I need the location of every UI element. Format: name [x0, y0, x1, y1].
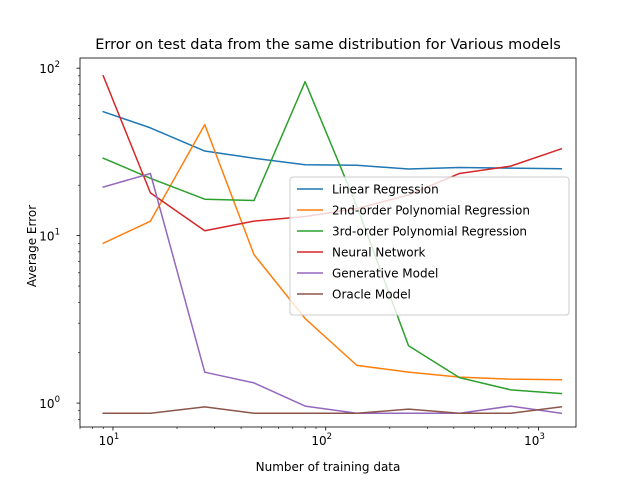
series-line-2	[102, 80, 563, 395]
series-line-4	[102, 172, 563, 415]
y-tick-exponent: 0	[55, 395, 60, 405]
y-tick-base: 10	[39, 230, 54, 244]
y-tick-base: 10	[39, 62, 54, 76]
x-tick-exponent: 1	[114, 432, 119, 442]
legend-label-3: Neural Network	[332, 246, 426, 260]
x-tick-label-1: 102	[311, 432, 332, 448]
y-tick-exponent: 2	[55, 60, 60, 70]
x-axis-label: Number of training data	[256, 460, 401, 474]
series-line-5	[102, 406, 563, 414]
legend-box	[289, 176, 570, 316]
y-tick-base: 10	[39, 397, 54, 411]
series-line-0	[102, 110, 563, 170]
x-tick-label-0: 101	[99, 432, 120, 448]
x-tick-exponent: 3	[539, 432, 544, 442]
series-line-1	[102, 123, 563, 381]
legend-label-5: Oracle Model	[332, 288, 411, 302]
plot-frame	[79, 57, 577, 428]
y-axis-label: Average Error	[25, 205, 39, 287]
x-tick-base: 10	[524, 434, 539, 448]
x-tick-exponent: 2	[327, 432, 332, 442]
legend-label-0: Linear Regression	[332, 183, 439, 197]
x-tick-base: 10	[99, 434, 114, 448]
y-tick-exponent: 1	[55, 228, 60, 238]
legend-label-2: 3rd-order Polynomial Regression	[332, 225, 527, 239]
legend-label-1: 2nd-order Polynomial Regression	[332, 204, 530, 218]
y-tick-label-1: 101	[39, 228, 60, 244]
legend: Linear Regression 2nd-order Polynomial Re…	[289, 176, 570, 316]
chart-title: Error on test data from the same distrib…	[95, 37, 561, 53]
x-tick-label-2: 103	[524, 432, 545, 448]
y-tick-label-0: 100	[39, 395, 60, 411]
x-tick-base: 10	[311, 434, 326, 448]
y-tick-label-2: 102	[39, 60, 60, 76]
legend-label-4: Generative Model	[332, 267, 438, 281]
